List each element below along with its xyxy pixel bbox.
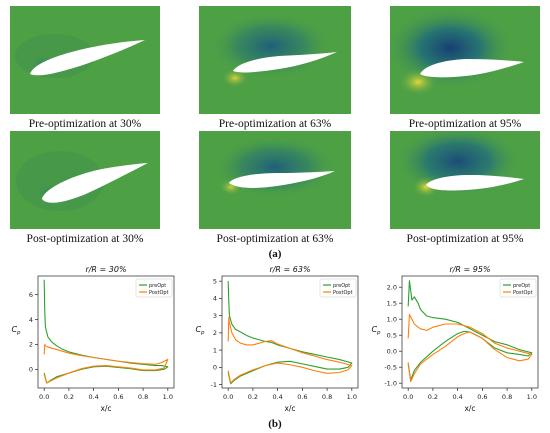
legend-entry: PostOpt [149,290,169,296]
x-tick-label: 0.0 [223,393,233,401]
contour-panel-post-63 [199,131,351,229]
y-tick-label: 0.5 [387,332,397,340]
y-tick-label: -1.0 [384,380,397,388]
series-line-postopt [407,313,533,383]
y-tick-label: 0.0 [387,348,397,356]
cp-plot-63: r/R = 63% 0.0 0.2 0.4 0.6 0.8 1.0 -1 0 1 2 3 4 5 x/c Cp… [195,265,359,413]
contour-caption-post-63: Post-optimization at 63% [216,233,334,245]
x-axis-label: x/c [464,404,475,413]
y-tick-label: 2 [29,341,33,349]
contour-caption-pre-63: Pre-optimization at 63% [218,118,332,130]
legend-entry: preOpt [513,283,530,289]
contour-panel-pre-95 [390,6,540,114]
y-tick-label: 1.0 [387,316,397,324]
chart-title: r/R = 63% [269,265,310,274]
x-tick-label: 0.6 [113,393,123,401]
x-tick-label: 0.8 [502,393,512,401]
x-tick-label: 0.0 [403,393,413,401]
y-tick-label: 2.0 [387,284,397,292]
plot-frame [37,275,175,389]
series-line-postopt [43,343,169,384]
contour-caption-post-95: Post-optimization at 95% [406,233,524,245]
y-tick-label: 1.5 [387,300,397,308]
subfigure-label-a: (a) [268,248,282,260]
contour-panel-pre-63 [199,6,351,114]
contour-panel-post-30 [10,131,160,229]
y-axis-label: Cp [195,325,205,336]
contour-caption-pre-95: Pre-optimization at 95% [408,118,522,130]
x-tick-label: 1.0 [527,393,537,401]
legend-entry: PostOpt [513,290,533,296]
cp-plot-95: r/R = 95% 0.0 0.2 0.4 0.6 0.8 1.0 -1.0 -0.5 0.0 0.… [371,265,539,413]
cp-plot-30: r/R = 30% 0.0 0.2 0.4 0.6 0.8 1.0 0 2 4 6 x/c Cp preO… [11,265,175,413]
x-axis-label: x/c [100,404,111,413]
chart-title: r/R = 30% [85,265,126,274]
y-axis-label: Cp [11,325,21,336]
x-tick-label: 0.6 [297,393,307,401]
legend-entry: PostOpt [333,290,353,296]
contour-caption-pre-30: Pre-optimization at 30% [28,118,142,130]
y-tick-label: 3 [213,312,217,320]
x-tick-label: 1.0 [163,393,173,401]
legend-entry: preOpt [333,283,350,289]
y-tick-label: 0 [213,364,217,372]
y-tick-label: 6 [29,291,33,299]
x-tick-label: 0.6 [477,393,487,401]
x-tick-label: 0.2 [248,393,258,401]
x-tick-label: 0.8 [322,393,332,401]
legend-entry: preOpt [149,283,166,289]
x-tick-label: 0.0 [39,393,49,401]
x-axis-label: x/c [284,404,295,413]
plot-frame [221,275,359,389]
x-tick-label: 0.2 [428,393,438,401]
x-tick-label: 0.8 [138,393,148,401]
contour-panel-post-95 [390,131,540,229]
chart-title: r/R = 95% [449,265,490,274]
x-tick-label: 0.2 [64,393,74,401]
plot-frame [401,275,539,389]
contour-panel-pre-30 [10,6,160,114]
y-tick-label: -1 [211,381,217,389]
series-line-postopt [227,316,353,384]
x-tick-label: 0.4 [452,393,462,401]
subfigure-label-b: (b) [268,418,282,430]
y-axis-label: Cp [371,325,381,336]
x-tick-label: 0.4 [272,393,282,401]
y-tick-label: 4 [213,295,217,303]
y-tick-label: 2 [213,329,217,337]
x-tick-label: 1.0 [347,393,357,401]
series-line-preopt [407,280,533,381]
y-tick-label: 4 [29,316,33,324]
y-tick-label: -0.5 [384,364,397,372]
y-tick-label: 0 [29,366,33,374]
y-tick-label: 1 [213,346,217,354]
contour-caption-post-30: Post-optimization at 30% [26,233,144,245]
x-tick-label: 0.4 [88,393,98,401]
y-tick-label: 5 [213,277,217,285]
